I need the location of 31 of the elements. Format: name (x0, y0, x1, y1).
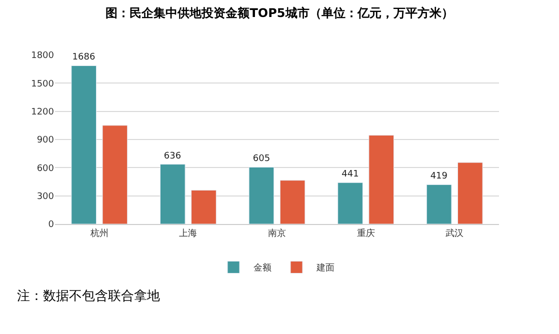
x-tick-label: 杭州 (89, 228, 108, 239)
bar (457, 162, 483, 224)
bar (160, 164, 186, 224)
x-tick-label: 上海 (179, 228, 198, 239)
bar (280, 180, 306, 224)
data-label: 1686 (72, 52, 96, 63)
y-tick-label: 1500 (31, 79, 54, 90)
bar (426, 184, 452, 224)
bar (368, 135, 394, 224)
chart-title: 图：民企集中供地投资金额TOP5城市（单位：亿元，万平方米） (106, 6, 454, 20)
y-tick-label: 300 (36, 192, 54, 202)
data-label: 441 (342, 170, 359, 180)
x-tick-label: 武汉 (446, 228, 464, 239)
legend-label: 建面 (316, 262, 334, 274)
y-tick-label: 600 (36, 164, 54, 174)
bar (248, 166, 274, 224)
y-tick-label: 900 (36, 136, 54, 146)
data-label: 636 (164, 151, 182, 162)
x-tick-label: 重庆 (356, 228, 375, 239)
legend-label: 金额 (254, 262, 272, 274)
y-tick-label: 1800 (31, 51, 54, 62)
text: 注：数据不包含联合拿地 (17, 289, 160, 304)
y-tick-label: 0 (48, 220, 54, 230)
bar (338, 182, 363, 224)
bar (102, 125, 128, 224)
data-label: 419 (430, 172, 448, 182)
data-label: 605 (252, 154, 270, 164)
x-tick-label: 南京 (268, 228, 286, 239)
y-tick-label: 1200 (31, 107, 54, 118)
bar (71, 65, 97, 224)
bar (191, 190, 216, 224)
